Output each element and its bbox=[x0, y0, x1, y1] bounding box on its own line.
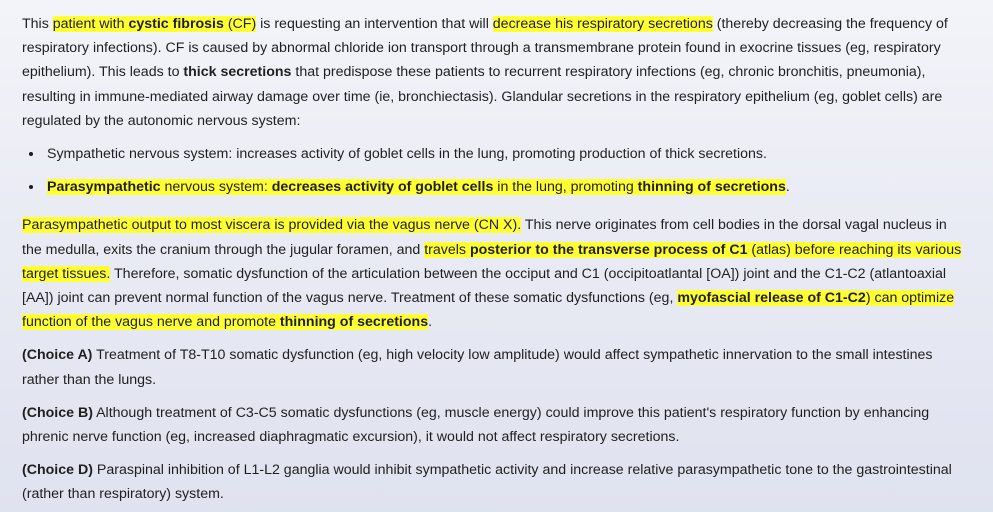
bullet-parasympathetic-text-2: in the lung, promoting bbox=[493, 179, 638, 196]
choice-a-explanation: (Choice A) Treatment of T8-T10 somatic d… bbox=[22, 343, 970, 391]
intro-text-3: (thereby decreasing the frequency of res… bbox=[22, 16, 948, 81]
bullet-sympathetic: Sympathetic nervous system: increases ac… bbox=[44, 142, 970, 166]
highlight-decrease-secretions: decrease his respiratory secretions bbox=[492, 16, 713, 32]
highlight-travels-text: travels bbox=[424, 241, 470, 258]
choice-b-label: (Choice B) bbox=[22, 404, 93, 421]
intro-text-2: is requesting an intervention that will bbox=[256, 16, 493, 32]
vagus-text-2: Therefore, somatic dysfunction of the ar… bbox=[22, 265, 947, 307]
bold-parasympathetic: Parasympathetic bbox=[47, 179, 161, 196]
explanation-body: This patient with cystic fibrosis (CF) i… bbox=[22, 12, 970, 507]
highlight-atlas-text: (atlas) before reaching its various targ… bbox=[22, 241, 962, 282]
choice-d-explanation: (Choice D) Paraspinal inhibition of L1-L… bbox=[22, 458, 970, 506]
bullet-parasympathetic: Parasympathetic nervous system: decrease… bbox=[44, 175, 970, 199]
bold-decreases-goblet: decreases activity of goblet cells bbox=[271, 179, 494, 196]
highlight-patient: patient with cystic fibrosis (CF) bbox=[52, 16, 257, 32]
highlight-optimize-text: ) can optimize function of the vagus ner… bbox=[22, 290, 955, 331]
intro-text-1: This bbox=[22, 16, 53, 32]
highlight-cf-abbrev: (CF) bbox=[223, 16, 257, 32]
vagus-paragraph: Parasympathetic output to most viscera i… bbox=[22, 213, 970, 334]
bold-thinning-secretions: thinning of secretions bbox=[637, 179, 786, 196]
highlight-parasympathetic-bullet: Parasympathetic nervous system: decrease… bbox=[47, 179, 786, 196]
choice-d-label: (Choice D) bbox=[22, 462, 93, 479]
highlight-patient-text: patient with bbox=[52, 16, 129, 32]
intro-paragraph: This patient with cystic fibrosis (CF) i… bbox=[22, 12, 970, 133]
bold-myofascial-release: myofascial release of C1-C2 bbox=[677, 290, 866, 307]
bold-posterior-c1: posterior to the transverse process of C… bbox=[469, 241, 748, 258]
bold-thick-secretions: thick secretions bbox=[183, 64, 292, 81]
bold-thinning-secretions-2: thinning of secretions bbox=[279, 314, 429, 331]
choice-d-text: Paraspinal inhibition of L1-L2 ganglia w… bbox=[22, 462, 952, 503]
highlight-cystic-fibrosis: cystic fibrosis bbox=[128, 16, 224, 32]
choice-b-text: Although treatment of C3-C5 somatic dysf… bbox=[22, 404, 930, 446]
vagus-paragraph-end: . bbox=[428, 314, 433, 331]
autonomic-bullet-list: Sympathetic nervous system: increases ac… bbox=[22, 142, 970, 199]
vagus-text-1: This nerve originates from cell bodies i… bbox=[22, 217, 947, 258]
intro-text-4: that predispose these patients to recurr… bbox=[22, 64, 943, 129]
choice-a-label: (Choice A) bbox=[22, 347, 93, 364]
highlight-vagus-nerve: to most viscera is provided via the vagu… bbox=[171, 217, 522, 234]
bullet-parasympathetic-end: . bbox=[785, 179, 790, 196]
choice-a-text: Treatment of T8-T10 somatic dysfunction … bbox=[22, 347, 933, 388]
bullet-sympathetic-text: Sympathetic nervous system: increases ac… bbox=[47, 146, 767, 163]
bullet-parasympathetic-text-1: nervous system: bbox=[160, 179, 272, 196]
choice-b-explanation: (Choice B) Although treatment of C3-C5 s… bbox=[22, 401, 970, 449]
highlight-parasympathetic-output: Parasympathetic output bbox=[22, 217, 172, 234]
